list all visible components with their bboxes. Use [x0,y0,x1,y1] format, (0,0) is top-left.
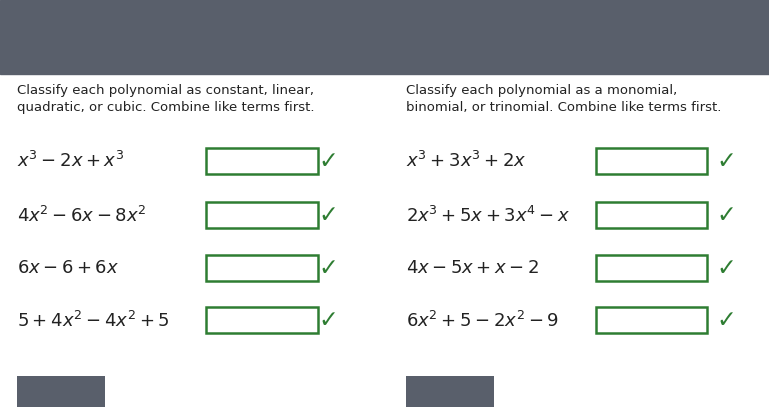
Text: $2x^3 + 5x + 3x^4 - x$: $2x^3 + 5x + 3x^4 - x$ [406,205,570,226]
Text: $6x - 6 + 6x$: $6x - 6 + 6x$ [17,259,119,277]
Text: monomial: monomial [619,262,684,274]
Text: ✓: ✓ [717,256,737,280]
Text: ✓: ✓ [318,203,338,228]
Text: binomial: binomial [623,155,681,167]
Text: constant: constant [233,314,291,327]
Text: $x^3 + 3x^3 + 2x$: $x^3 + 3x^3 + 2x$ [406,151,526,171]
Text: $4x - 5x + x - 2$: $4x - 5x + x - 2$ [406,259,539,277]
Text: Classify each polynomial as constant, linear,
quadratic, or cubic. Combine like : Classify each polynomial as constant, li… [17,84,315,114]
Text: ✓: ✓ [717,149,737,173]
Text: trinomial: trinomial [622,209,681,222]
Text: ✓: ✓ [318,149,338,173]
Text: quadratic: quadratic [230,209,294,222]
Text: $6x^2 + 5 - 2x^2 - 9$: $6x^2 + 5 - 2x^2 - 9$ [406,310,559,331]
Text: COMPLETE: COMPLETE [421,386,480,396]
Text: ✓: ✓ [717,308,737,333]
Text: $4x^2 - 6x - 8x^2$: $4x^2 - 6x - 8x^2$ [17,205,146,226]
Text: binomial: binomial [623,314,681,327]
Text: cubic: cubic [244,155,280,167]
Text: Classify each polynomial as a monomial,
binomial, or trinomial. Combine like ter: Classify each polynomial as a monomial, … [406,84,721,114]
Text: ✓: ✓ [318,308,338,333]
Text: $x^3 - 2x + x^3$: $x^3 - 2x + x^3$ [17,151,124,171]
Text: linear: linear [243,262,281,274]
Text: ✓: ✓ [318,256,338,280]
Text: ✓: ✓ [717,203,737,228]
Text: COMPLETE: COMPLETE [32,386,91,396]
Text: Classify Polynomials by Number of Terms and Degree: Classify Polynomials by Number of Terms … [8,25,761,49]
Text: $5 + 4x^2 - 4x^2 + 5$: $5 + 4x^2 - 4x^2 + 5$ [17,310,169,331]
